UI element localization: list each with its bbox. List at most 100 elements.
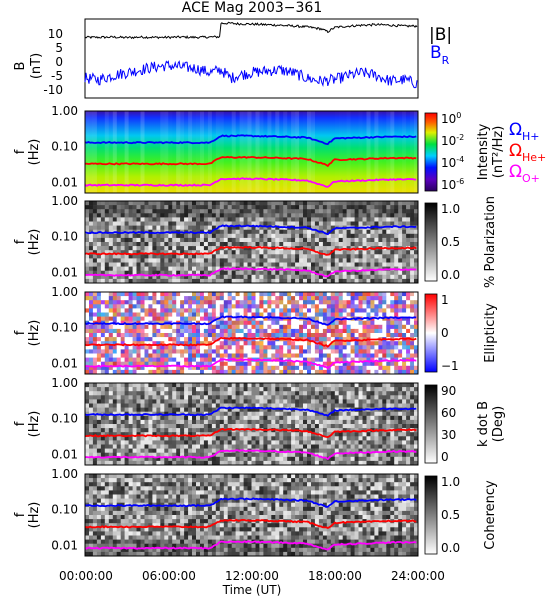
spectrogram-cell <box>85 419 90 425</box>
spectrogram-cell <box>247 262 252 267</box>
spectrogram-cell <box>164 213 169 218</box>
colorbar-tick-label: 10-4 <box>441 155 464 170</box>
spectrogram-cell <box>307 278 312 284</box>
spectrogram-cell <box>342 361 347 367</box>
spectrogram-cell <box>100 217 106 222</box>
spectrogram-cell <box>132 424 137 429</box>
spectrogram-cell <box>128 233 133 239</box>
spectrogram-cell <box>152 233 157 239</box>
spectrogram-cell <box>406 258 411 263</box>
spectrogram-cell <box>322 419 328 425</box>
spectrogram-cell <box>172 432 177 437</box>
spectrogram-cell <box>164 246 169 251</box>
spectrogram-cell <box>227 312 232 317</box>
spectrogram-cell <box>85 328 90 334</box>
spectrogram-cell <box>311 448 316 453</box>
spectrogram-cell <box>370 399 375 404</box>
spectrogram-cell <box>120 452 125 458</box>
spectrogram-cell <box>164 369 169 375</box>
spectrogram-cell <box>354 361 359 367</box>
spectrogram-cell <box>211 233 217 239</box>
spectrogram-cell <box>243 229 248 235</box>
spectrogram-cell <box>279 217 284 222</box>
spectrogram-cell <box>279 258 284 263</box>
spectrogram-cell <box>219 254 225 259</box>
spectrogram-cell <box>231 353 236 358</box>
intensity-texture <box>398 111 402 193</box>
spectrogram-cell <box>164 383 169 388</box>
spectrogram-cell <box>136 308 141 313</box>
spectrogram-cell <box>346 304 351 309</box>
spectrogram-cell <box>263 233 268 239</box>
spectrogram-cell <box>168 337 173 342</box>
spectrogram-cell <box>184 369 189 375</box>
spectrogram-cell <box>144 432 149 437</box>
spectrogram-cell <box>200 333 205 338</box>
spectrogram-cell <box>203 444 209 449</box>
spectrogram-cell <box>104 448 110 453</box>
spectrogram-cell <box>326 254 332 259</box>
spectrogram-cell <box>271 383 276 388</box>
spectrogram-cell <box>92 221 98 226</box>
spectrogram-cell <box>410 444 415 449</box>
spectrogram-cell <box>136 369 141 375</box>
spectrogram-cell <box>318 424 324 429</box>
spectrogram-cell <box>358 266 363 271</box>
spectrogram-cell <box>200 436 205 441</box>
spectrogram-cell <box>108 266 114 271</box>
spectrogram-cell <box>104 383 110 388</box>
spectrogram-cell <box>227 349 232 354</box>
spectrogram-cell <box>144 395 149 400</box>
spectrogram-cell <box>378 308 383 313</box>
spectrogram-cell <box>235 274 240 280</box>
spectrogram-cell <box>346 328 351 334</box>
spectrogram-cell <box>223 221 229 226</box>
spectrogram-cell <box>386 254 391 259</box>
spectrogram-cell <box>200 395 205 400</box>
spectrogram-cell <box>346 217 351 222</box>
spectrogram-cell <box>402 424 407 429</box>
spectrogram-cell <box>184 201 189 206</box>
spectrogram-cell <box>279 395 284 400</box>
spectrogram-cell <box>259 308 264 313</box>
b-tick-label: 5 <box>55 41 63 55</box>
spectrogram-cell <box>330 440 336 445</box>
spectrogram-cell <box>267 353 272 358</box>
spectrogram-cell <box>414 440 419 445</box>
spectrogram-cell <box>231 411 236 417</box>
spectrogram-cell <box>140 328 145 334</box>
spectrogram-cell <box>172 436 177 441</box>
spectrogram-cell <box>382 312 387 317</box>
spectrogram-cell <box>390 278 395 284</box>
spectrogram-cell <box>279 324 284 330</box>
spectrogram-cell <box>116 308 121 313</box>
spectrogram-cell <box>406 387 411 392</box>
spectrogram-cell <box>279 205 284 210</box>
spectrogram-cell <box>235 308 240 313</box>
spectrogram-cell <box>112 353 118 358</box>
spectrogram-cell <box>231 296 236 301</box>
spectrogram-cell <box>251 452 256 458</box>
omega-o-line <box>84 358 417 370</box>
spectrogram-cell <box>164 424 169 429</box>
spectrogram-cell <box>307 341 312 346</box>
spectrogram-cell <box>231 432 236 437</box>
spectrogram-cell <box>92 296 98 301</box>
spectrogram-cell <box>366 361 371 367</box>
spectrogram-cell <box>362 296 367 301</box>
spectrogram-cell <box>196 337 201 342</box>
spectrogram-cell <box>188 345 193 350</box>
spectrogram-cell <box>192 399 197 404</box>
spectrogram-cell <box>366 213 371 218</box>
spectrogram-cell <box>378 432 383 437</box>
spectrogram-cell <box>188 316 193 321</box>
spectrogram-cell <box>279 328 284 334</box>
spectrogram-cell <box>295 213 300 218</box>
spectrogram-cell <box>247 353 252 358</box>
spectrogram-cell <box>219 237 225 243</box>
spectrogram-cell <box>318 304 324 309</box>
spectrogram-cell <box>136 448 141 453</box>
spectrogram-cell <box>263 205 268 210</box>
spectrogram-cell <box>164 333 169 338</box>
spectrogram-cell <box>398 209 403 214</box>
